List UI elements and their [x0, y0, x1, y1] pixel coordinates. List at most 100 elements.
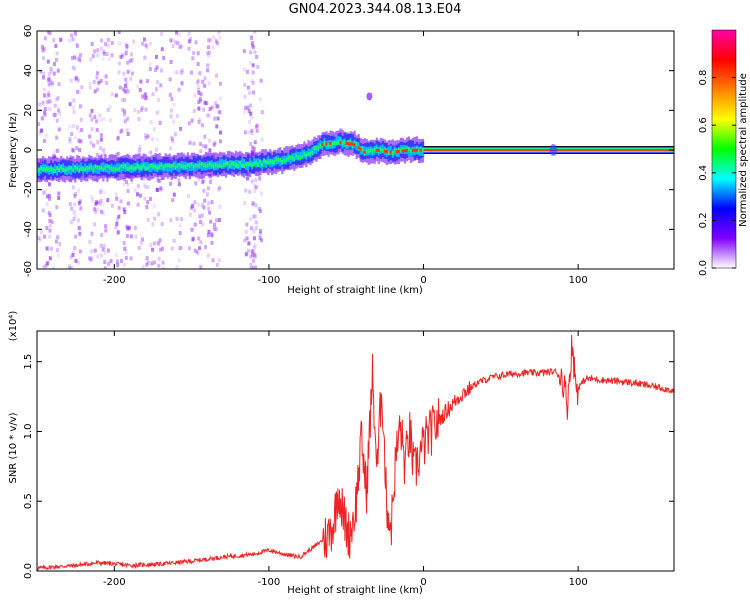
spectrogram-noise-cell [73, 213, 77, 218]
spectrogram-noise-cell [101, 211, 105, 216]
spectrogram-ridge-cell [261, 162, 264, 167]
spectrogram-peak-cell [415, 148, 418, 152]
spectrogram-noise-cell [198, 99, 202, 104]
spectrogram-ridge-cell [407, 147, 411, 156]
spectrogram-noise-cell [43, 93, 47, 98]
spectrogram-noise-cell [158, 120, 162, 125]
spectrogram-noise-cell [41, 75, 45, 80]
spectrogram-noise-cell [170, 136, 174, 141]
spectrogram-noise-cell [117, 31, 121, 35]
spectrogram-ridge-cell [118, 166, 121, 171]
spectrogram-peak-cell [405, 148, 408, 152]
spectrogram-noise-cell [144, 136, 148, 141]
spectrogram-peak-cell [325, 142, 328, 146]
spectrogram-noise-cell [77, 201, 81, 206]
spectrogram-noise-cell [102, 148, 106, 153]
spectrogram-noise-cell [199, 142, 203, 147]
spectrogram-noise-cell [119, 199, 123, 204]
spectrogram-noise-cell [79, 53, 83, 58]
spectrogram-noise-cell [128, 58, 132, 63]
spectrogram-noise-cell [80, 85, 84, 90]
spectrogram-noise-cell [150, 261, 154, 266]
spectrogram-noise-cell [44, 106, 48, 111]
spectrogram-noise-cell [117, 61, 121, 66]
spectrogram-noise-cell [205, 192, 209, 197]
spectrogram-y-tick-label: -60 [23, 261, 34, 277]
spectrogram-noise-cell [201, 180, 205, 185]
spectrogram-noise-cell [50, 82, 54, 87]
spectrogram-noise-cell [180, 217, 184, 222]
spectrogram-ridge-cell [239, 160, 242, 165]
spectrogram-peak-cell [385, 150, 388, 154]
spectrogram-ridge-cell [339, 138, 342, 143]
spectrogram-noise-cell [55, 135, 59, 140]
spectrogram-noise-cell [210, 232, 214, 237]
spectrogram-noise-cell [249, 266, 253, 269]
spectrogram-noise-cell [191, 237, 195, 242]
spectrogram-noise-cell [249, 50, 253, 55]
spectrogram-ridge-cell [182, 164, 185, 169]
spectrogram-ridge-cell [102, 167, 105, 172]
spectrogram-peak-cell [347, 142, 350, 146]
spectrogram-noise-cell [135, 192, 139, 197]
spectrogram-noise-cell [138, 144, 142, 149]
spectrogram-ridge-cell [60, 165, 63, 170]
spectrogram-noise-cell [151, 137, 155, 142]
spectrogram-noise-cell [149, 120, 153, 125]
spectrogram-noise-cell [125, 225, 129, 230]
spectrogram-noise-cell [215, 41, 219, 46]
spectrogram-noise-cell [42, 138, 46, 143]
spectrogram-noise-cell [203, 76, 207, 81]
spectrogram-noise-cell [249, 248, 253, 253]
spectrogram-noise-cell [99, 137, 103, 142]
spectrogram-noise-cell [97, 200, 101, 205]
spectrogram-noise-cell [252, 147, 256, 152]
spectrogram-ridge-cell [407, 146, 411, 151]
spectrogram-noise-cell [193, 222, 197, 227]
spectrogram-noise-cell [242, 49, 246, 54]
spectrogram-ridge-cell [415, 146, 419, 151]
spectrogram-ridge-cell [190, 162, 193, 171]
spectrogram-noise-cell [215, 262, 219, 267]
spectrogram-noise-cell [120, 259, 124, 264]
spectrogram-noise-cell [72, 109, 76, 114]
spectrogram-ridge-cell [349, 140, 352, 145]
spectrogram-noise-cell [169, 38, 173, 43]
spectrogram-noise-cell [243, 94, 247, 99]
spectrogram-ridge-cell [363, 151, 366, 156]
spectrogram-noise-cell [251, 201, 255, 206]
spectrogram-noise-cell [197, 99, 201, 104]
spectrogram-noise-cell [104, 228, 108, 233]
spectrogram-noise-cell [56, 253, 60, 258]
spectrogram-ridge-cell [48, 167, 51, 172]
spectrogram-noise-cell [96, 140, 100, 145]
spectrogram-noise-cell [109, 259, 113, 264]
snr-y-tick-label: 0.0 [23, 563, 34, 579]
spectrogram-ridge-cell [180, 164, 183, 169]
spectrogram-noise-cell [133, 225, 137, 230]
spectrogram-ridge-cell [156, 166, 159, 171]
spectrogram-ridge-cell [337, 136, 340, 145]
spectrogram-noise-cell [206, 233, 210, 238]
spectrogram-ridge-cell [301, 149, 304, 159]
spectrogram-noise-cell [190, 70, 194, 75]
spectrogram-noise-cell [206, 186, 210, 191]
spectrogram-peak-cell [321, 143, 324, 147]
spectrogram-noise-cell [157, 256, 161, 261]
spectrogram-noise-cell [99, 202, 103, 207]
spectrogram-noise-cell [208, 148, 212, 153]
spectrogram-ridge-cell [134, 166, 137, 171]
spectrogram-noise-cell [171, 138, 175, 143]
spectrogram-noise-cell [52, 71, 56, 76]
spectrogram-y-tick-label: -40 [23, 221, 34, 237]
spectrogram-ridge-cell [405, 146, 409, 151]
spectrogram-noise-cell [139, 79, 143, 84]
spectrogram-ridge-cell [345, 142, 348, 147]
spectrogram-noise-cell [196, 62, 200, 67]
spectrogram-noise-cell [246, 105, 250, 110]
spectrogram-noise-cell [98, 113, 102, 118]
spectrogram-noise-cell [38, 131, 42, 136]
spectrogram-noise-cell [204, 244, 208, 249]
spectrogram-noise-cell [260, 110, 264, 115]
spectrogram-noise-cell [37, 236, 41, 241]
